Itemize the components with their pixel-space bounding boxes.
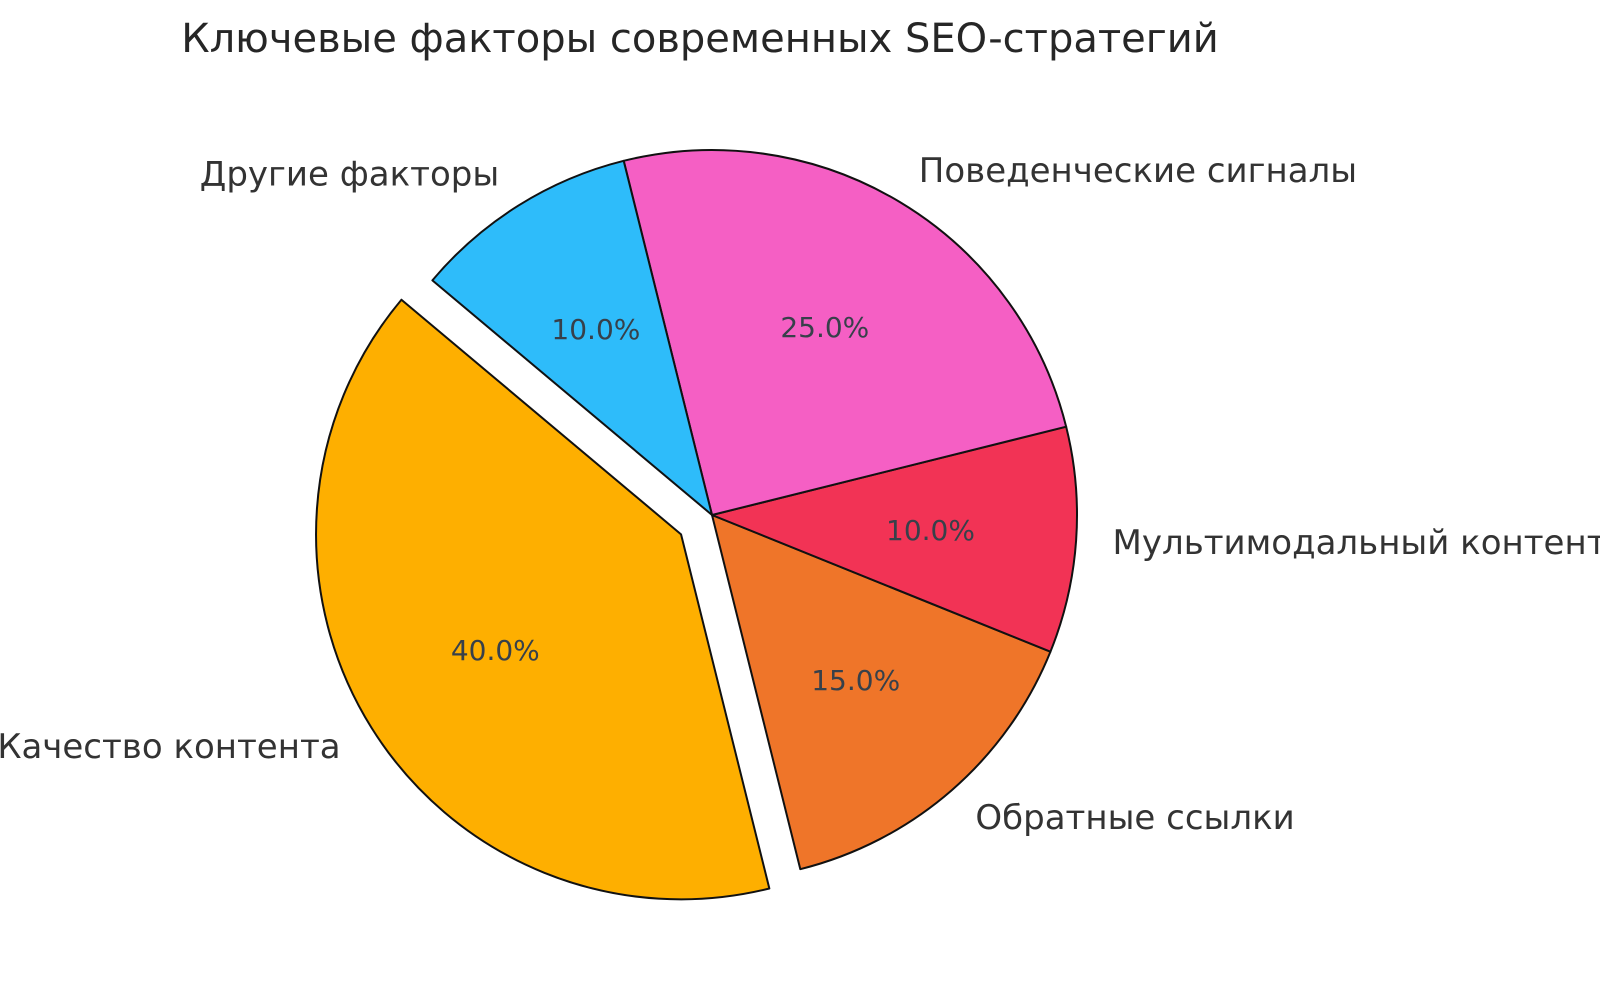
pie-slice-1	[711, 514, 1052, 871]
chart-title: Ключевые факторы современных SEO-стратег…	[181, 16, 1219, 62]
pie-slice-label-1: Обратные ссылки	[975, 798, 1294, 838]
pie-slice-pct-0: 40.0%	[451, 634, 540, 667]
pie-slice-4	[431, 159, 713, 516]
pie-slice-pct-3: 25.0%	[780, 311, 869, 344]
pie-slice-label-4: Другие факторы	[200, 155, 499, 195]
pie-slice-2	[711, 425, 1078, 653]
pie-slice-label-2: Мультимодальный контент	[1113, 523, 1600, 563]
pie-slice-pct-2: 10.0%	[886, 514, 975, 547]
pie-slice-0	[315, 298, 771, 901]
pie-slice-label-0: Качество контента	[0, 727, 341, 767]
pie-slice-pct-4: 10.0%	[551, 313, 640, 346]
pie-slice-3	[622, 149, 1068, 516]
pie-slice-pct-1: 15.0%	[811, 664, 900, 697]
pie-slice-label-3: Поведенческие сигналы	[919, 151, 1357, 191]
